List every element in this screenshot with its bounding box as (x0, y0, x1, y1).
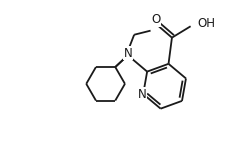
Text: N: N (138, 88, 146, 100)
Text: N: N (123, 47, 132, 60)
Text: OH: OH (197, 17, 215, 30)
Text: O: O (151, 13, 160, 26)
